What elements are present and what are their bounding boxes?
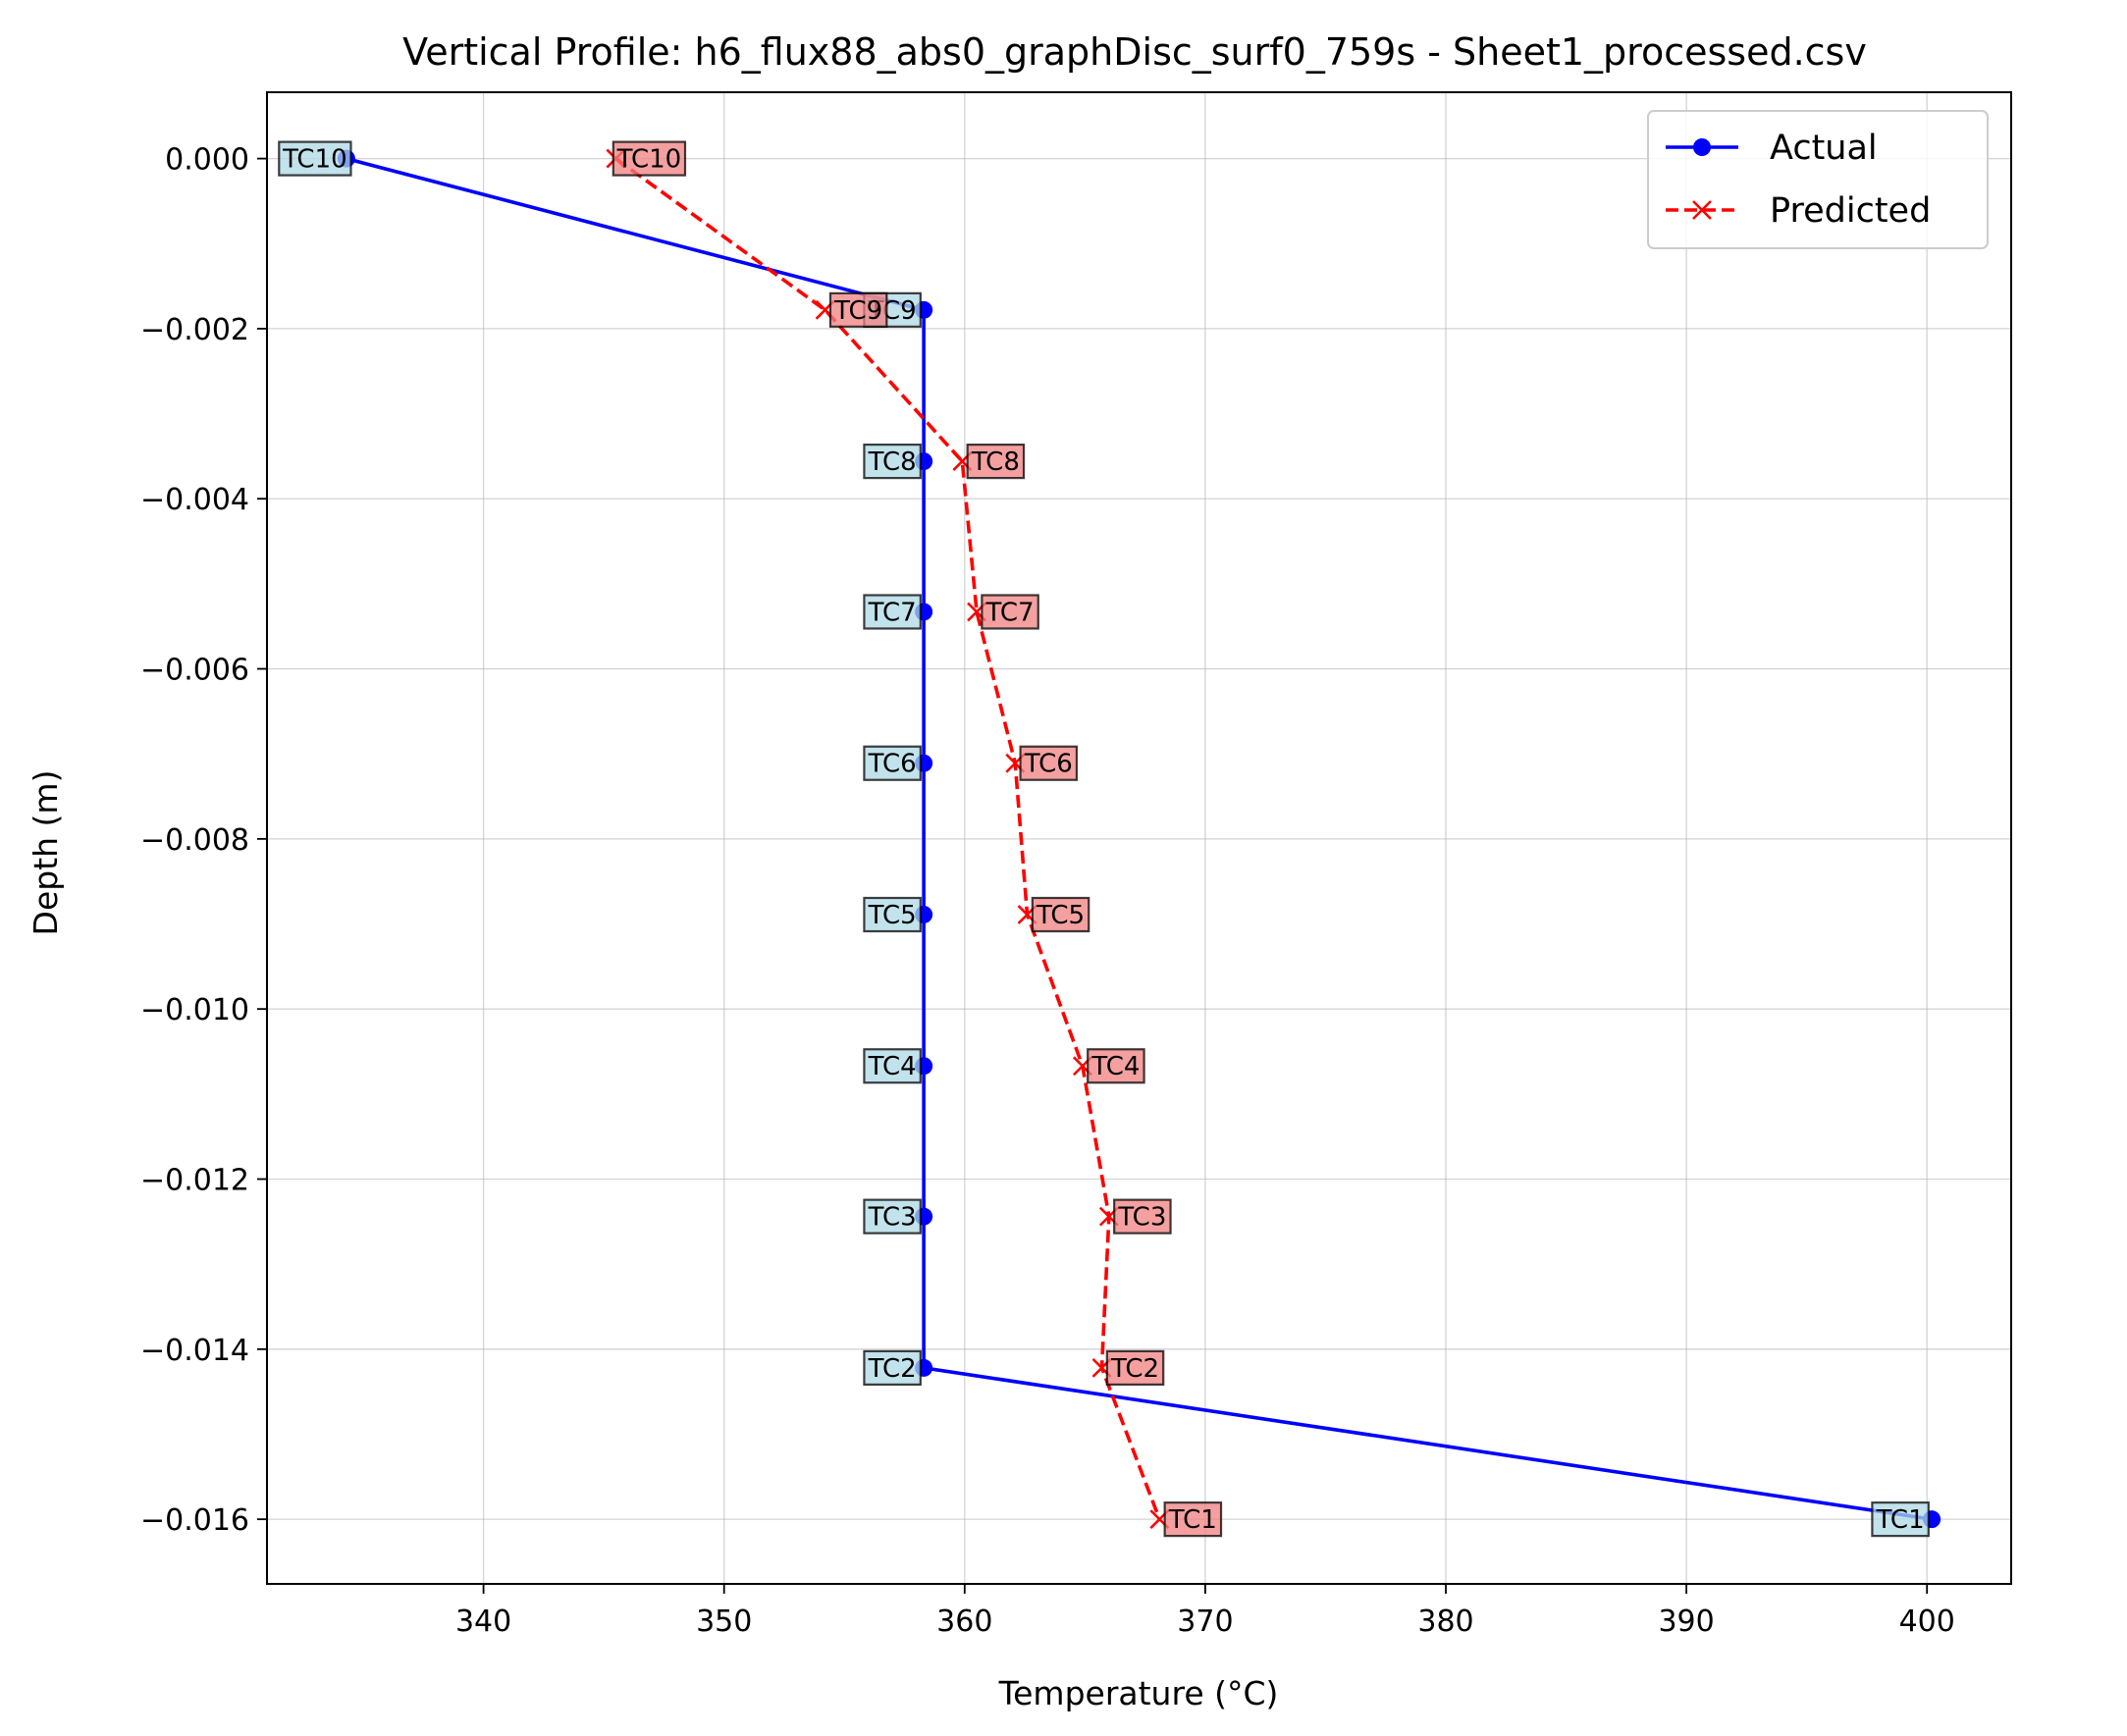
predicted-point-label-box [1087, 1048, 1145, 1084]
predicted-point-label-box [966, 444, 1026, 480]
predicted-point-label: TC2 [1110, 1354, 1159, 1384]
actual-point-label-box [863, 896, 922, 933]
y-tick-label: −0.014 [140, 1334, 249, 1368]
y-axis-label: Depth (m) [27, 770, 65, 936]
predicted-point-label: TC6 [1024, 750, 1073, 779]
predicted-point-label-box [1163, 1501, 1223, 1538]
predicted-point-label-box [1031, 896, 1090, 933]
predicted-legend-label: Predicted [1770, 191, 1931, 231]
predicted-point-label-box [612, 140, 687, 177]
predicted-series-line [614, 157, 1162, 1520]
predicted-point-label: TC1 [1168, 1505, 1217, 1535]
actual-point-label-box [863, 1198, 922, 1235]
point-labels: TC10TC9TC8TC7TC6TC5TC4TC3TC2TC1TC10TC9TC… [278, 140, 1930, 1538]
predicted-point-label-box [1113, 1198, 1172, 1235]
x-tick-label: 400 [1899, 1604, 1955, 1639]
chart-title: Vertical Profile: h6_flux88_abs0_graphDi… [402, 30, 1867, 74]
x-tick-label: 380 [1417, 1604, 1473, 1639]
predicted-point-label: TC10 [616, 145, 682, 175]
actual-point-label: TC2 [868, 1354, 917, 1384]
predicted-legend-marker [1692, 200, 1712, 220]
y-tick-label: −0.012 [140, 1164, 249, 1198]
y-tick-label: −0.006 [140, 654, 249, 688]
legend: Actual Predicted [1647, 110, 1989, 249]
predicted-point-label-box [981, 594, 1039, 630]
actual-point-label: TC10 [282, 145, 347, 175]
predicted-point-label: TC3 [1117, 1203, 1166, 1233]
actual-point-label: TC3 [868, 1203, 917, 1233]
y-tick-label: −0.010 [140, 993, 249, 1027]
predicted-point-label-box [1019, 745, 1079, 781]
actual-point-label-box [1871, 1501, 1930, 1538]
x-tick-label: 370 [1177, 1604, 1233, 1639]
actual-point-label: TC6 [868, 750, 917, 779]
predicted-point-label: TC9 [833, 296, 882, 326]
actual-point-label-box [863, 1048, 922, 1084]
actual-point-label-box [278, 140, 352, 177]
predicted-point-label: TC8 [971, 447, 1020, 477]
actual-point-label: TC1 [1876, 1505, 1925, 1535]
actual-point-label: TC5 [868, 901, 917, 930]
x-tick-label: 360 [936, 1604, 992, 1639]
y-tick-label: −0.004 [140, 483, 249, 517]
predicted-point-label: TC5 [1036, 901, 1085, 930]
legend-frame [1647, 110, 1989, 249]
y-tick-label: −0.002 [140, 313, 249, 347]
actual-point-label-box [863, 444, 922, 480]
actual-point-label-box [863, 1349, 922, 1386]
actual-series-line [346, 156, 1933, 1521]
actual-point-label: TC8 [868, 447, 917, 477]
x-tick-label: 340 [455, 1604, 511, 1639]
predicted-point-label: TC4 [1090, 1052, 1140, 1081]
grid-lines [267, 92, 2011, 1584]
y-tick-label: −0.016 [140, 1503, 249, 1538]
actual-point-label-box [863, 745, 922, 781]
actual-point-label: TC4 [868, 1052, 917, 1081]
actual-legend-marker [1693, 138, 1711, 156]
x-tick-label: 390 [1658, 1604, 1714, 1639]
x-axis-label: Temperature (°C) [998, 1674, 1279, 1712]
axis-ticks: 340 350 360 370 380 390 400 0.000 −0.002 −0.004 −0… [140, 143, 1955, 1639]
actual-legend-label: Actual [1770, 129, 1878, 168]
actual-point-label-box [863, 594, 922, 630]
actual-point-label: TC7 [868, 598, 917, 627]
y-tick-label: 0.000 [165, 143, 249, 178]
predicted-point-label-box [828, 291, 888, 328]
predicted-point-label: TC7 [985, 598, 1035, 627]
x-tick-label: 350 [696, 1604, 752, 1639]
y-tick-label: −0.008 [140, 823, 249, 858]
predicted-point-label-box [1105, 1349, 1165, 1386]
